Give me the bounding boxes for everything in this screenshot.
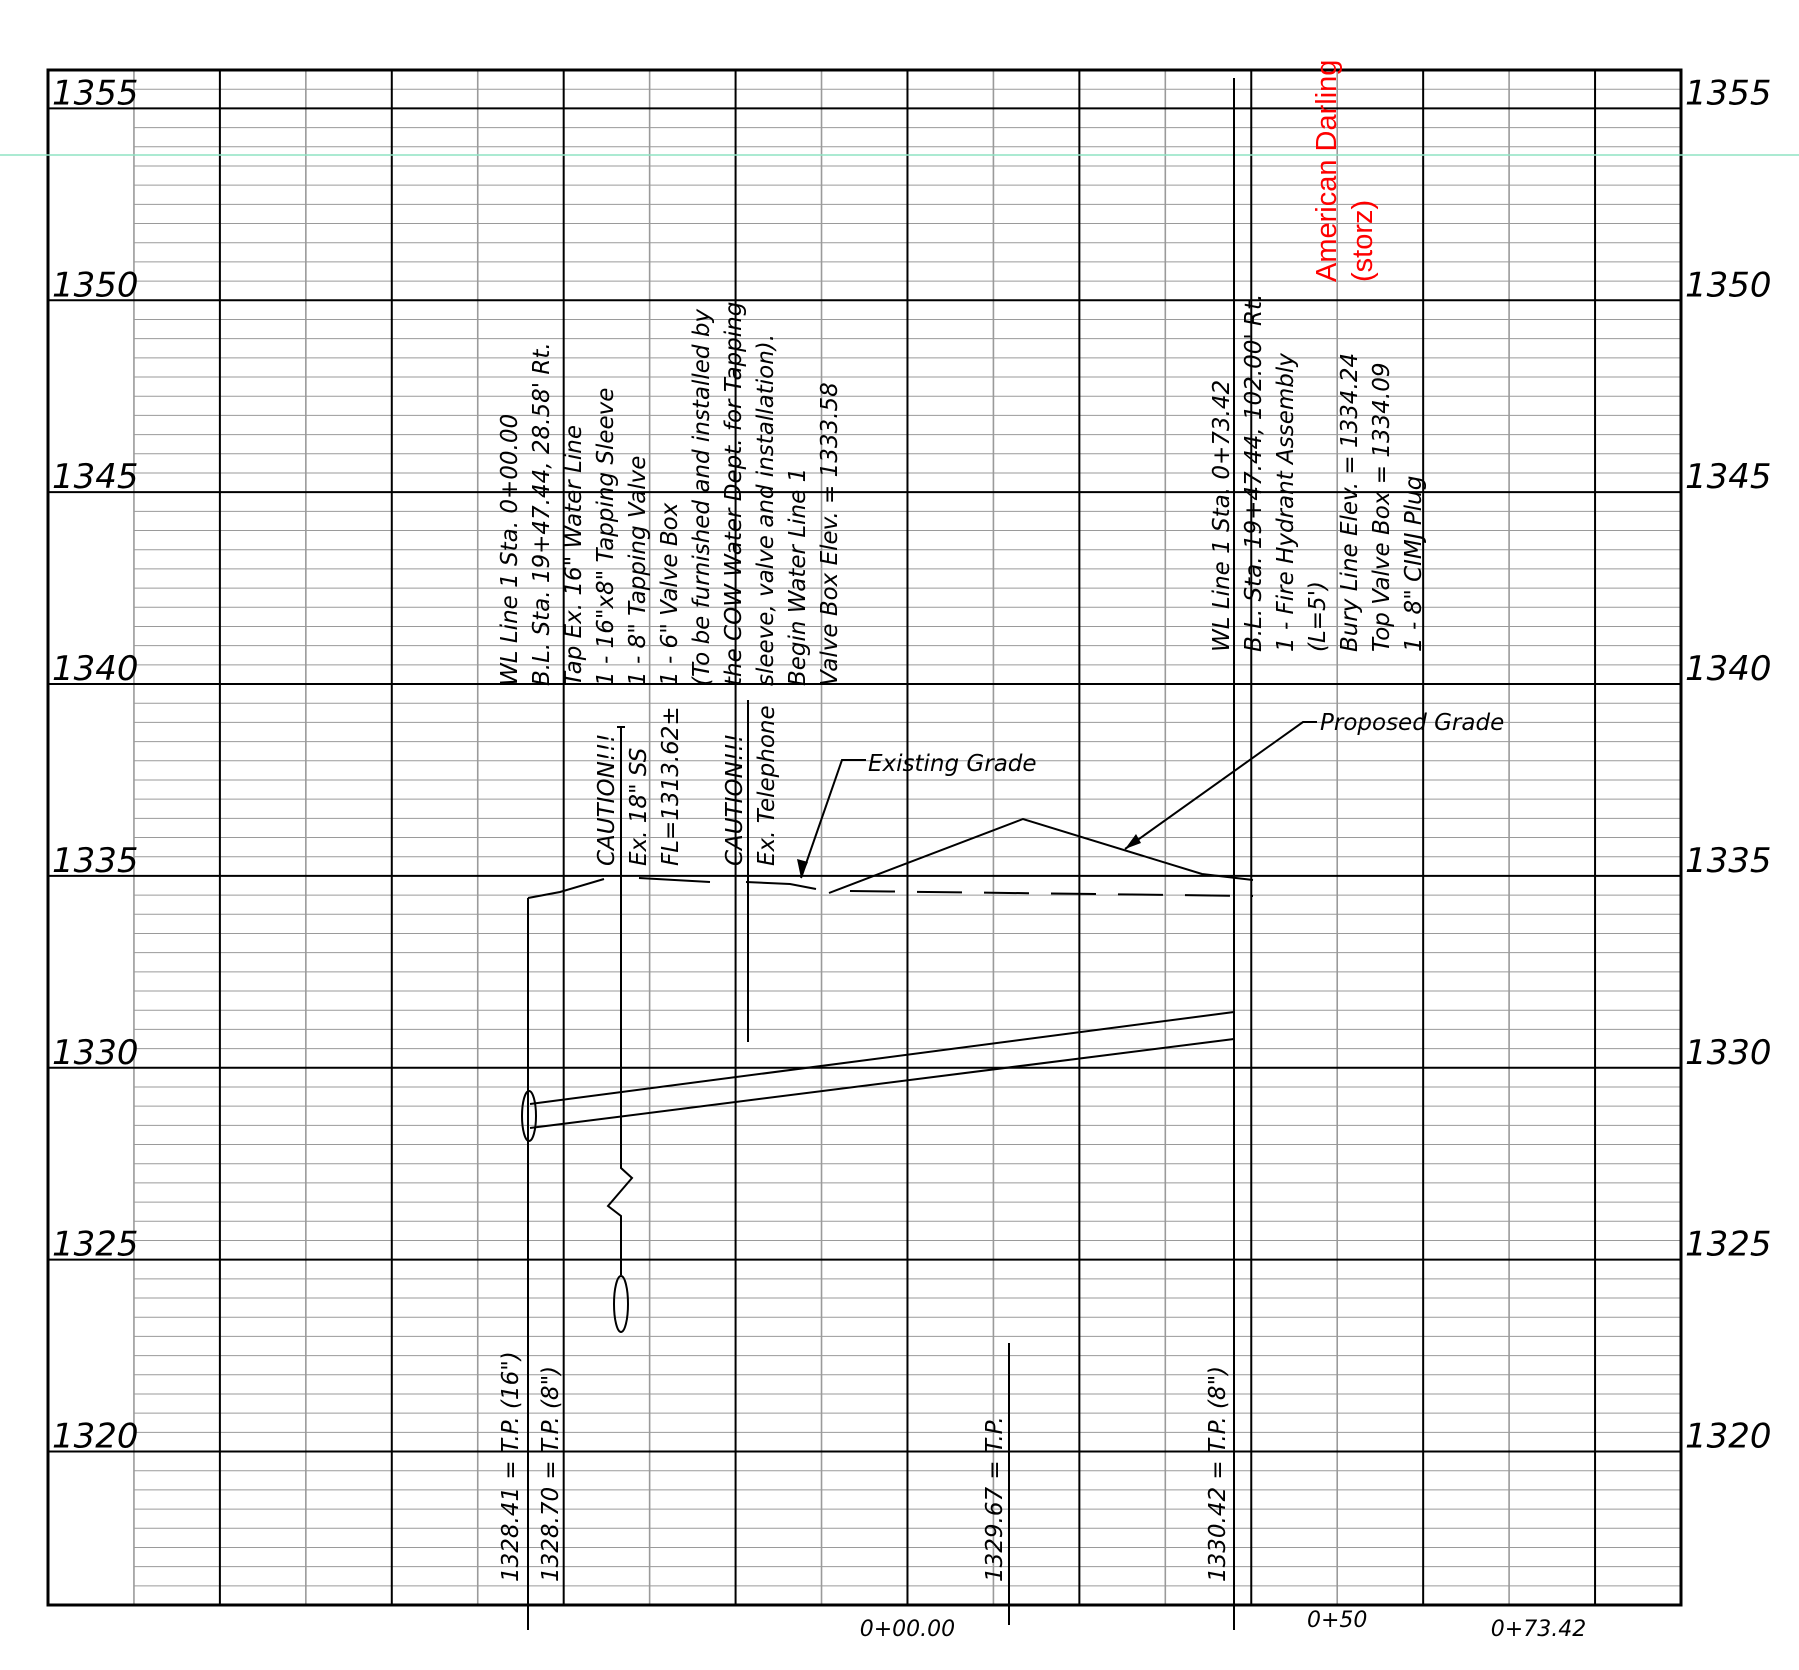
water-line-bottom (529, 1038, 1235, 1129)
water-line-top (529, 1011, 1235, 1105)
proposed-grade-dashed (849, 890, 1254, 897)
elevation-label-left: 1320 (52, 1417, 139, 1457)
begin-callout: WL Line 1 Sta. 0+00.00 B.L. Sta. 19+47.4… (497, 302, 843, 686)
caution-line: Ex. Telephone (754, 705, 780, 866)
sewer-caution-note: CAUTION!!! Ex. 18" SS FL=1313.62± (594, 706, 684, 866)
telephone-caution-note: CAUTION!!! Ex. Telephone (722, 705, 780, 866)
existing-grade-label: Existing Grade (868, 751, 1037, 777)
elevation-label-right: 1325 (1685, 1225, 1772, 1265)
profile-border (46, 68, 1683, 1607)
callout-line: (L=5') (1305, 581, 1331, 652)
callout-line: (To be furnished and installed by (689, 309, 715, 686)
elevation-label-right: 1320 (1685, 1417, 1772, 1457)
tapping-sleeve-symbol (521, 1090, 537, 1142)
elevation-label-left: 1345 (52, 457, 139, 497)
caution-line: CAUTION!!! (594, 734, 620, 866)
callout-line: Valve Box Elev. = 1333.58 (817, 382, 843, 686)
elevation-label-right: 1330 (1685, 1033, 1772, 1073)
caution-line: FL=1313.62± (658, 706, 684, 866)
callout-line: sleeve, valve and installation). (753, 334, 779, 686)
hydrant-note-line: American Darling (1311, 60, 1343, 282)
tp-label: 1328.41 = T.P. (16") (498, 1351, 524, 1582)
callout-line: B.L. Sta. 19+47.44, 28.58' Rt. (529, 342, 555, 686)
elevation-label-left: 1355 (52, 73, 139, 113)
elevation-label-left: 1340 (52, 649, 139, 689)
sanitary-sewer-pipe (613, 1275, 629, 1333)
callout-line: Bury Line Elev. = 1334.24 (1337, 353, 1363, 652)
callout-line: WL Line 1 Sta. 0+00.00 (497, 414, 523, 686)
tp-label: 1329.67 = T.P. (982, 1416, 1008, 1582)
elevation-label-right: 1340 (1685, 649, 1772, 689)
existing-grade-leader (800, 759, 866, 879)
callout-line: WL Line 1 Sta. 0+73.42 (1209, 380, 1235, 652)
elevation-label-left: 1350 (52, 265, 139, 305)
callout-line: 1 - 16"x8" Tapping Sleeve (593, 388, 619, 686)
callout-line: Begin Water Line 1 (785, 468, 811, 686)
proposed-grade-leader (1124, 721, 1317, 850)
profile-linework (521, 78, 1317, 1630)
elevation-label-right: 1345 (1685, 457, 1772, 497)
elevation-label-right: 1355 (1685, 73, 1772, 113)
proposed-grade-label: Proposed Grade (1320, 710, 1504, 736)
existing-grade-arrowhead (797, 859, 808, 878)
callout-line: Tap Ex. 16" Water Line (561, 425, 587, 686)
callout-line: Top Valve Box = 1334.09 (1369, 363, 1395, 652)
station-label: 0+50 (1307, 1608, 1367, 1633)
elevation-label-right: 1350 (1685, 265, 1772, 305)
end-callout: WL Line 1 Sta. 0+73.42 B.L. Sta. 19+47.4… (1209, 294, 1427, 652)
elevation-label-right: 1335 (1685, 841, 1772, 881)
elevation-label-left: 1335 (52, 841, 139, 881)
station-label: 0+00.00 (860, 1617, 955, 1642)
hydrant-note-line: (storz) (1347, 200, 1379, 282)
elevation-labels: 1355 1350 1345 1340 1335 1330 1325 1320 1355 1350… (52, 73, 1772, 1456)
callout-line: 1 - 8" Tapping Valve (625, 456, 651, 686)
existing-grade-line (527, 877, 817, 899)
proposed-grade-arrowhead (1125, 834, 1141, 849)
leader-arrows (797, 834, 1141, 878)
elevation-label-left: 1330 (52, 1033, 139, 1073)
caution-line: Ex. 18" SS (626, 748, 652, 866)
sanitary-sewer-leader (606, 727, 634, 1275)
station-label: 0+73.42 (1491, 1617, 1586, 1642)
callout-line: 1 - 8" CIMJ Plug (1401, 476, 1427, 652)
callout-line: B.L. Sta. 19+47.44, 102.00' Rt. (1241, 294, 1267, 652)
callout-line: 1 - Fire Hydrant Assembly (1273, 353, 1299, 652)
tp-label: 1328.70 = T.P. (8") (538, 1366, 564, 1582)
callout-line: 1 - 6" Valve Box (657, 502, 683, 686)
elevation-label-left: 1325 (52, 1225, 139, 1265)
station-labels: 0+00.00 0+50 0+73.42 (860, 1608, 1586, 1642)
proposed-grade-line (828, 817, 1254, 894)
minor-station-gridlines (133, 70, 1510, 1605)
callout-line: the COW Water Dept. for Tapping (721, 302, 747, 686)
tp-label: 1330.42 = T.P. (8") (1205, 1366, 1231, 1582)
hydrant-note: American Darling (storz) (1311, 60, 1379, 282)
caution-line: CAUTION!!! (722, 734, 748, 866)
